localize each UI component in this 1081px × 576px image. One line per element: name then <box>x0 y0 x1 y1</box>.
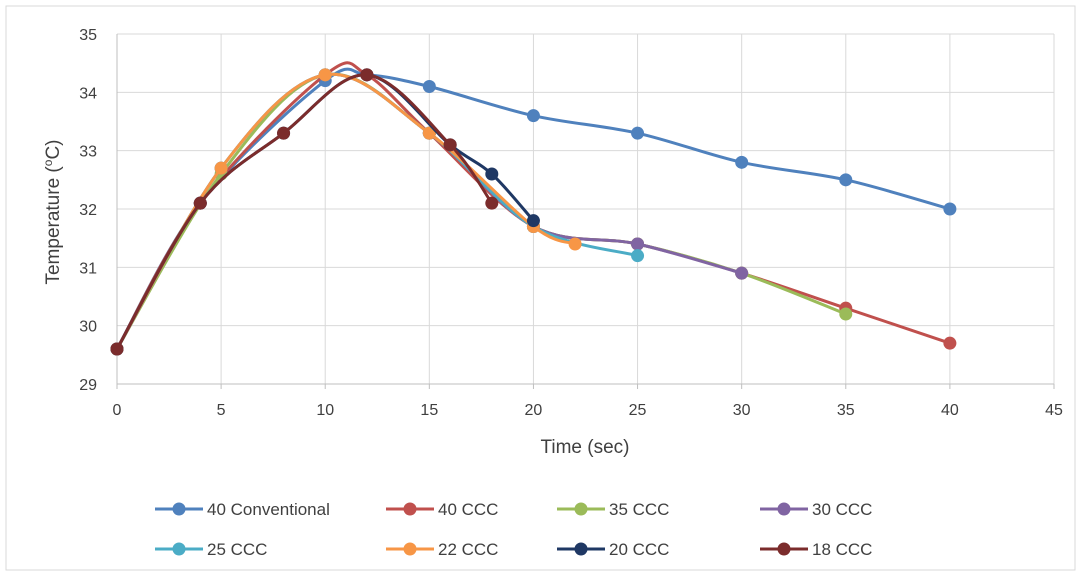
y-tick-label: 31 <box>79 260 97 277</box>
y-tick-label: 33 <box>79 144 97 161</box>
x-tick-label: 35 <box>837 402 855 419</box>
legend-item-40-ccc: 40 CCC <box>386 500 498 519</box>
data-point-40-conventional <box>631 126 645 140</box>
data-point-18-ccc <box>485 196 499 210</box>
legend-item-40-conventional: 40 Conventional <box>155 500 330 519</box>
chart-border <box>5 5 1076 571</box>
x-tick-label: 20 <box>525 402 543 419</box>
x-tick-label: 40 <box>941 402 959 419</box>
legend-swatch-marker <box>172 502 186 516</box>
legend-label: 22 CCC <box>438 540 498 559</box>
legend-item-35-ccc: 35 CCC <box>557 500 669 519</box>
data-point-30-ccc <box>735 266 749 280</box>
data-point-40-ccc <box>943 336 957 350</box>
legend-label: 40 CCC <box>438 500 498 519</box>
data-point-20-ccc <box>485 167 499 181</box>
legend-label: 35 CCC <box>609 500 669 519</box>
series-line-40-ccc <box>115 61 952 351</box>
x-tick-label: 10 <box>316 402 334 419</box>
x-tick-label: 25 <box>629 402 647 419</box>
y-tick-label: 34 <box>79 85 97 102</box>
legend-item-22-ccc: 22 CCC <box>386 540 498 559</box>
legend: 40 Conventional 40 CCC 35 CCC 30 CCC 25 CCC 2… <box>155 500 872 559</box>
legend-item-25-ccc: 25 CCC <box>155 540 267 559</box>
data-point-20-ccc <box>526 214 540 228</box>
legend-label: 40 Conventional <box>207 500 330 519</box>
y-tick-label: 35 <box>79 27 97 44</box>
y-axis-title-main: Temperature ( <box>43 166 64 285</box>
data-point-22-ccc <box>422 126 436 140</box>
data-point-40-conventional <box>943 202 957 216</box>
data-point-40-conventional <box>422 80 436 93</box>
x-tick-label: 0 <box>113 402 122 419</box>
legend-item-30-ccc: 30 CCC <box>760 500 872 519</box>
data-point-22-ccc <box>214 161 228 175</box>
y-axis-title-superscript: o <box>41 159 55 166</box>
legend-swatch-marker <box>574 542 588 556</box>
legend-label: 25 CCC <box>207 540 267 559</box>
axes <box>116 34 1055 389</box>
legend-swatch-marker <box>172 542 186 556</box>
x-axis-title: Time (sec) <box>540 437 629 458</box>
y-tick-label: 32 <box>79 202 97 219</box>
x-tick-label: 15 <box>420 402 438 419</box>
legend-label: 30 CCC <box>812 500 872 519</box>
x-tick-label: 5 <box>217 402 226 419</box>
y-tick-label: 29 <box>79 377 97 394</box>
legend-item-20-ccc: 20 CCC <box>557 540 669 559</box>
legend-label: 18 CCC <box>812 540 872 559</box>
legend-swatch-marker <box>574 502 588 516</box>
data-point-18-ccc <box>360 68 374 82</box>
data-point-18-ccc <box>193 196 207 210</box>
y-axis-title-end: C) <box>43 139 64 159</box>
x-tick-label: 45 <box>1045 402 1063 419</box>
y-tick-label: 30 <box>79 319 97 336</box>
data-point-30-ccc <box>631 237 645 251</box>
data-point-22-ccc <box>318 68 332 82</box>
data-point-25-ccc <box>631 249 645 263</box>
data-point-18-ccc <box>277 126 291 140</box>
data-point-40-conventional <box>526 109 540 123</box>
series <box>110 61 957 356</box>
legend-item-18-ccc: 18 CCC <box>760 540 872 559</box>
legend-swatch-marker <box>777 542 791 556</box>
data-point-35-ccc <box>839 307 853 321</box>
data-point-40-conventional <box>735 155 749 169</box>
tick-labels: 0 5 10 15 20 25 30 35 40 45 29 30 31 32 33 34 35 <box>79 27 1063 419</box>
y-axis-title: Temperature (oC) <box>41 139 64 284</box>
data-point-22-ccc <box>568 237 582 251</box>
legend-swatch-marker <box>403 542 417 556</box>
legend-label: 20 CCC <box>609 540 669 559</box>
series-18-ccc <box>110 68 499 356</box>
data-point-40-conventional <box>839 173 853 187</box>
data-point-18-ccc <box>443 138 457 152</box>
legend-swatch-marker <box>403 502 417 516</box>
data-point-18-ccc <box>110 342 124 356</box>
x-tick-label: 30 <box>733 402 751 419</box>
legend-swatch-marker <box>777 502 791 516</box>
